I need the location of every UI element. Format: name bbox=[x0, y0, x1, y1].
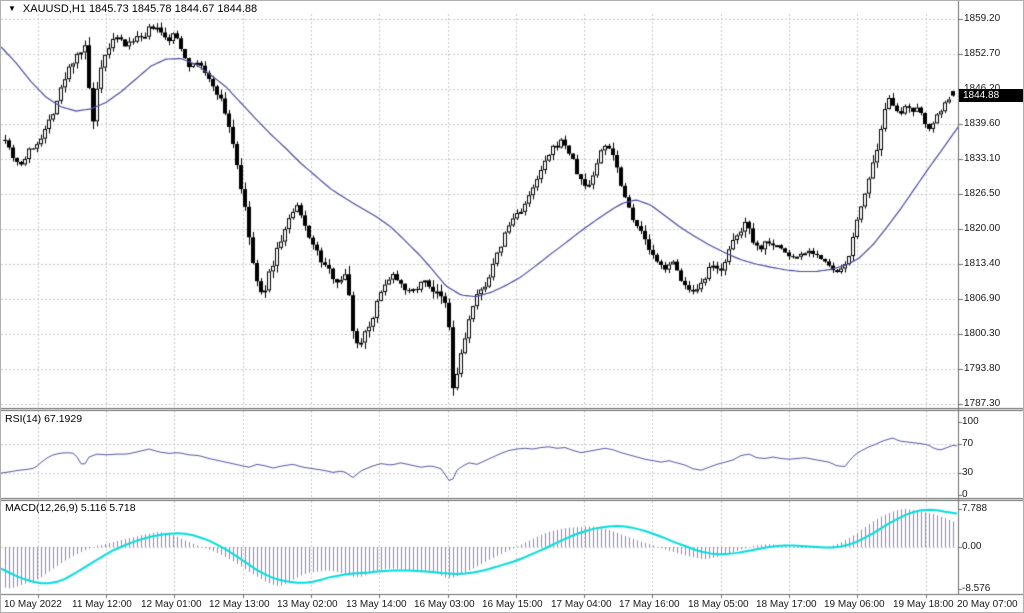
rsi-axis-label: 30 bbox=[962, 467, 974, 479]
time-axis-label: 16 May 15:00 bbox=[482, 599, 543, 610]
macd-axis-label: 7.788 bbox=[962, 502, 988, 514]
time-axis-label: 20 May 07:00 bbox=[957, 599, 1018, 610]
price-axis-label: 1820.00 bbox=[964, 222, 1001, 234]
time-axis-label: 18 May 05:00 bbox=[688, 599, 749, 610]
time-axis-label: 19 May 06:00 bbox=[824, 599, 885, 610]
time-axis-label: 10 May 2022 bbox=[4, 599, 62, 610]
time-axis-label: 17 May 16:00 bbox=[619, 599, 680, 610]
chart-title-text: XAUUSD,H1 1845.73 1845.78 1844.67 1844.8… bbox=[22, 3, 258, 15]
price-axis-label: 1852.70 bbox=[964, 47, 1001, 59]
current-price-tag: 1844.88 bbox=[959, 89, 1023, 102]
time-axis-label: 13 May 14:00 bbox=[346, 599, 407, 610]
time-axis-label: 19 May 18:00 bbox=[893, 599, 954, 610]
time-axis-label: 11 May 12:00 bbox=[72, 599, 132, 610]
macd-axis-label: 0.00 bbox=[962, 541, 982, 552]
chart-title: ▼ XAUUSD,H1 1845.73 1845.78 1844.67 1844.… bbox=[8, 3, 257, 15]
rsi-axis-label: 0 bbox=[962, 489, 968, 500]
rsi-axis-label: 70 bbox=[962, 437, 974, 449]
price-axis-label: 1859.20 bbox=[964, 13, 1001, 24]
price-axis-label: 1846.20 bbox=[964, 82, 1001, 94]
price-axis-label: 1833.10 bbox=[964, 152, 1001, 164]
price-axis-label: 1813.40 bbox=[964, 258, 1001, 270]
time-axis-label: 17 May 04:00 bbox=[551, 599, 612, 610]
price-axis-label: 1800.30 bbox=[964, 328, 1001, 340]
time-axis-label: 12 May 01:00 bbox=[141, 599, 202, 610]
price-axis-label: 1793.80 bbox=[964, 362, 1001, 374]
price-axis-label: 1839.60 bbox=[964, 117, 1001, 129]
price-axis-label: 1806.90 bbox=[964, 292, 1001, 304]
macd-axis-label: -8.576 bbox=[962, 583, 991, 595]
time-axis-label: 18 May 17:00 bbox=[756, 599, 817, 610]
price-axis-label: 1787.30 bbox=[964, 397, 1001, 409]
macd-indicator-label: MACD(12,26,9) 5.116 5.718 bbox=[5, 502, 136, 514]
time-axis-label: 13 May 02:00 bbox=[277, 599, 338, 610]
price-axis-label: 1826.50 bbox=[964, 187, 1001, 199]
symbol-dropdown-icon[interactable]: ▼ bbox=[8, 4, 16, 13]
rsi-axis-label: 100 bbox=[962, 416, 979, 427]
time-axis-label: 12 May 13:00 bbox=[209, 599, 270, 610]
time-axis-label: 16 May 03:00 bbox=[414, 599, 475, 610]
rsi-indicator-label: RSI(14) 67.1929 bbox=[5, 413, 83, 425]
